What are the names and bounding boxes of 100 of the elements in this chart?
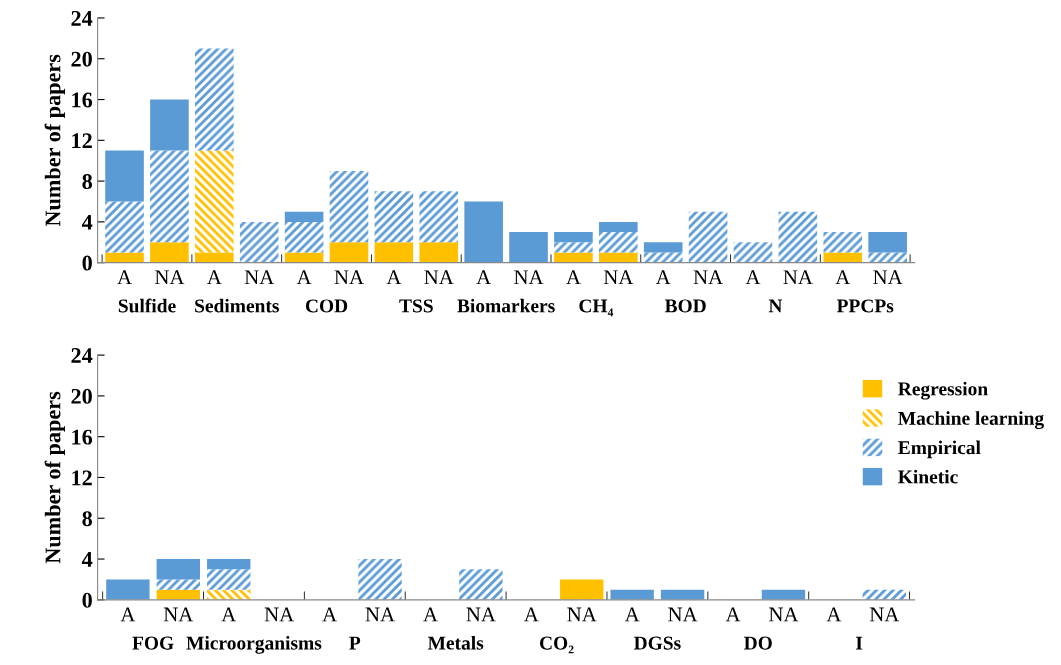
bar — [610, 589, 654, 600]
y-axis-title: Number of papers — [44, 54, 65, 227]
text: Sulfide — [118, 298, 176, 313]
x-tick-label: A — [221, 607, 237, 622]
text: DGSs — [633, 636, 681, 650]
x-tick-label: NA — [163, 607, 194, 622]
bar — [733, 242, 773, 263]
x-tick-label: A — [725, 607, 741, 622]
bar — [509, 232, 548, 263]
y-tick-label: 24 — [71, 348, 93, 363]
text: CH₄ — [579, 299, 614, 317]
bar — [374, 191, 414, 243]
x-tick-label: NA — [783, 270, 813, 285]
bar — [464, 201, 503, 263]
text: PPCPs — [836, 299, 894, 313]
bar — [419, 191, 459, 243]
x-tick-label: A — [655, 270, 671, 285]
y-tick-label: 4 — [81, 214, 93, 230]
bar — [195, 252, 234, 263]
y-tick-label: 16 — [72, 92, 93, 108]
x-tick-label: NA — [693, 270, 723, 285]
text: TSS — [399, 299, 433, 313]
bar — [105, 252, 144, 263]
x-tick-label: NA — [365, 607, 395, 622]
x-tick-label: NA — [244, 270, 275, 285]
x-tick-label: NA — [567, 607, 597, 622]
y-tick-label: 0 — [82, 255, 92, 271]
bar — [106, 579, 150, 600]
legend-label: Regression — [898, 381, 988, 400]
x-tick-label: NA — [603, 270, 634, 285]
bar — [284, 252, 324, 263]
bar — [868, 252, 907, 263]
bar — [284, 211, 324, 222]
y-tick-label: 12 — [72, 133, 92, 149]
bar — [284, 221, 324, 253]
bar — [459, 569, 503, 600]
x-tick-label: NA — [466, 607, 496, 622]
bar — [207, 559, 251, 570]
text: Biomarkers — [457, 298, 555, 313]
y-tick-label: 24 — [71, 10, 93, 26]
x-tick-label: A — [523, 607, 539, 622]
y-tick-label: 16 — [72, 429, 93, 445]
x-tick-label: NA — [334, 270, 364, 285]
bar — [823, 232, 863, 253]
bar — [599, 252, 638, 263]
legend-label: Machine learning — [898, 411, 1044, 429]
x-tick-label: A — [624, 607, 640, 622]
x-tick-label: A — [745, 270, 761, 285]
bar — [554, 232, 593, 243]
x-tick-label: A — [476, 270, 492, 285]
x-tick-label: NA — [769, 607, 799, 622]
bar — [105, 150, 144, 202]
x-tick-label: NA — [154, 270, 185, 285]
x-tick-label: A — [120, 607, 136, 622]
x-tick-label: NA — [873, 270, 903, 285]
text: Metals — [427, 635, 484, 650]
bar — [150, 150, 189, 243]
bar — [195, 150, 234, 253]
x-tick-label: NA — [264, 607, 295, 622]
text: BOD — [664, 299, 706, 313]
bar — [643, 252, 683, 263]
bar — [150, 99, 189, 151]
y-tick-label: 20 — [71, 51, 92, 67]
bar — [207, 569, 251, 590]
x-tick-label: NA — [424, 270, 454, 285]
y-axis-title: Number of papers — [44, 391, 65, 564]
x-tick-label: NA — [869, 607, 900, 622]
x-tick-label: A — [322, 607, 337, 622]
bar — [329, 170, 369, 243]
text: N — [768, 299, 783, 313]
bar — [156, 559, 200, 580]
y-tick-label: 12 — [72, 470, 92, 486]
bar — [156, 579, 200, 590]
y-tick-label: 4 — [81, 552, 93, 567]
y-tick-label: 8 — [82, 511, 93, 527]
text: FOG — [132, 636, 174, 650]
bar — [778, 211, 818, 263]
text: CO₂ — [539, 636, 574, 654]
legend-label: Kinetic — [898, 469, 958, 484]
bar — [358, 559, 402, 600]
bar — [688, 211, 728, 263]
bar — [823, 252, 863, 263]
text: COD — [305, 299, 348, 313]
bar — [599, 221, 638, 233]
y-tick-label: 8 — [82, 174, 93, 190]
bar — [329, 242, 369, 263]
x-tick-label: A — [566, 270, 581, 285]
x-tick-label: A — [835, 270, 851, 285]
bar — [195, 48, 234, 151]
x-tick-label: NA — [668, 607, 698, 622]
bar — [643, 242, 683, 253]
x-tick-label: A — [386, 270, 402, 285]
bar — [150, 242, 189, 263]
y-tick-label: 20 — [71, 388, 92, 404]
text: Microorganisms — [186, 635, 322, 654]
bar — [554, 252, 593, 263]
x-tick-label: A — [826, 607, 842, 622]
bar — [599, 232, 638, 253]
y-tick-label: 0 — [82, 592, 92, 608]
text: Sediments — [195, 298, 279, 313]
